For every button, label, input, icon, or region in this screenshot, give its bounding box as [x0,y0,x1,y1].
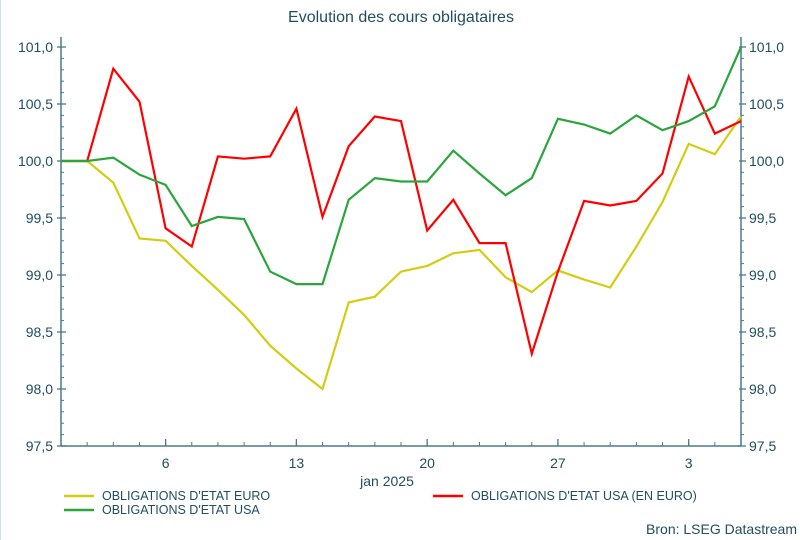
legend-label-euro: OBLIGATIONS D'ETAT EURO [102,489,270,503]
y-tick-label-right: 100,5 [749,96,784,112]
y-tick-label-left: 99,5 [26,210,53,226]
y-tick-label-right: 99,0 [749,267,776,283]
y-tick-label-left: 101,0 [18,39,53,55]
axes: 97,5 97,5 98,0 98,0 98,5 98,5 99,0 99,0 99,5 99,5… [18,37,784,471]
y-tick-label-right: 98,0 [749,381,776,397]
x-tick-label: 20 [419,455,435,471]
y-tick-label-left: 100,0 [18,153,53,169]
series-line-0 [61,115,742,391]
series-lines [61,46,743,391]
y-tick-label-right: 100,0 [749,153,784,169]
legend-label-usa: OBLIGATIONS D'ETAT USA [102,503,260,517]
x-tick-label: 3 [685,455,693,471]
x-tick-label: 27 [550,455,566,471]
x-tick-label: 6 [162,455,170,471]
y-tick-label-left: 97,5 [26,438,53,454]
y-tick-label-left: 98,0 [26,381,53,397]
y-tick-label-right: 98,5 [749,324,776,340]
x-axis-label: jan 2025 [359,473,414,489]
y-tick-label-right: 97,5 [749,438,776,454]
chart-title: Evolution des cours obligataires [288,9,514,26]
y-tick-label-left: 98,5 [26,324,53,340]
legend: OBLIGATIONS D'ETAT EURO OBLIGATIONS D'ET… [64,489,697,517]
legend-label-usa-eur: OBLIGATIONS D'ETAT USA (EN EURO) [471,489,697,503]
x-tick-label: 13 [289,455,305,471]
y-tick-label-right: 101,0 [749,39,784,55]
source-note: Bron: LSEG Datastream [646,521,797,537]
y-tick-label-left: 100,5 [18,96,53,112]
y-tick-label-right: 99,5 [749,210,776,226]
series-line-1 [61,66,742,358]
series-line-2 [61,46,743,286]
y-tick-label-left: 99,0 [26,267,53,283]
